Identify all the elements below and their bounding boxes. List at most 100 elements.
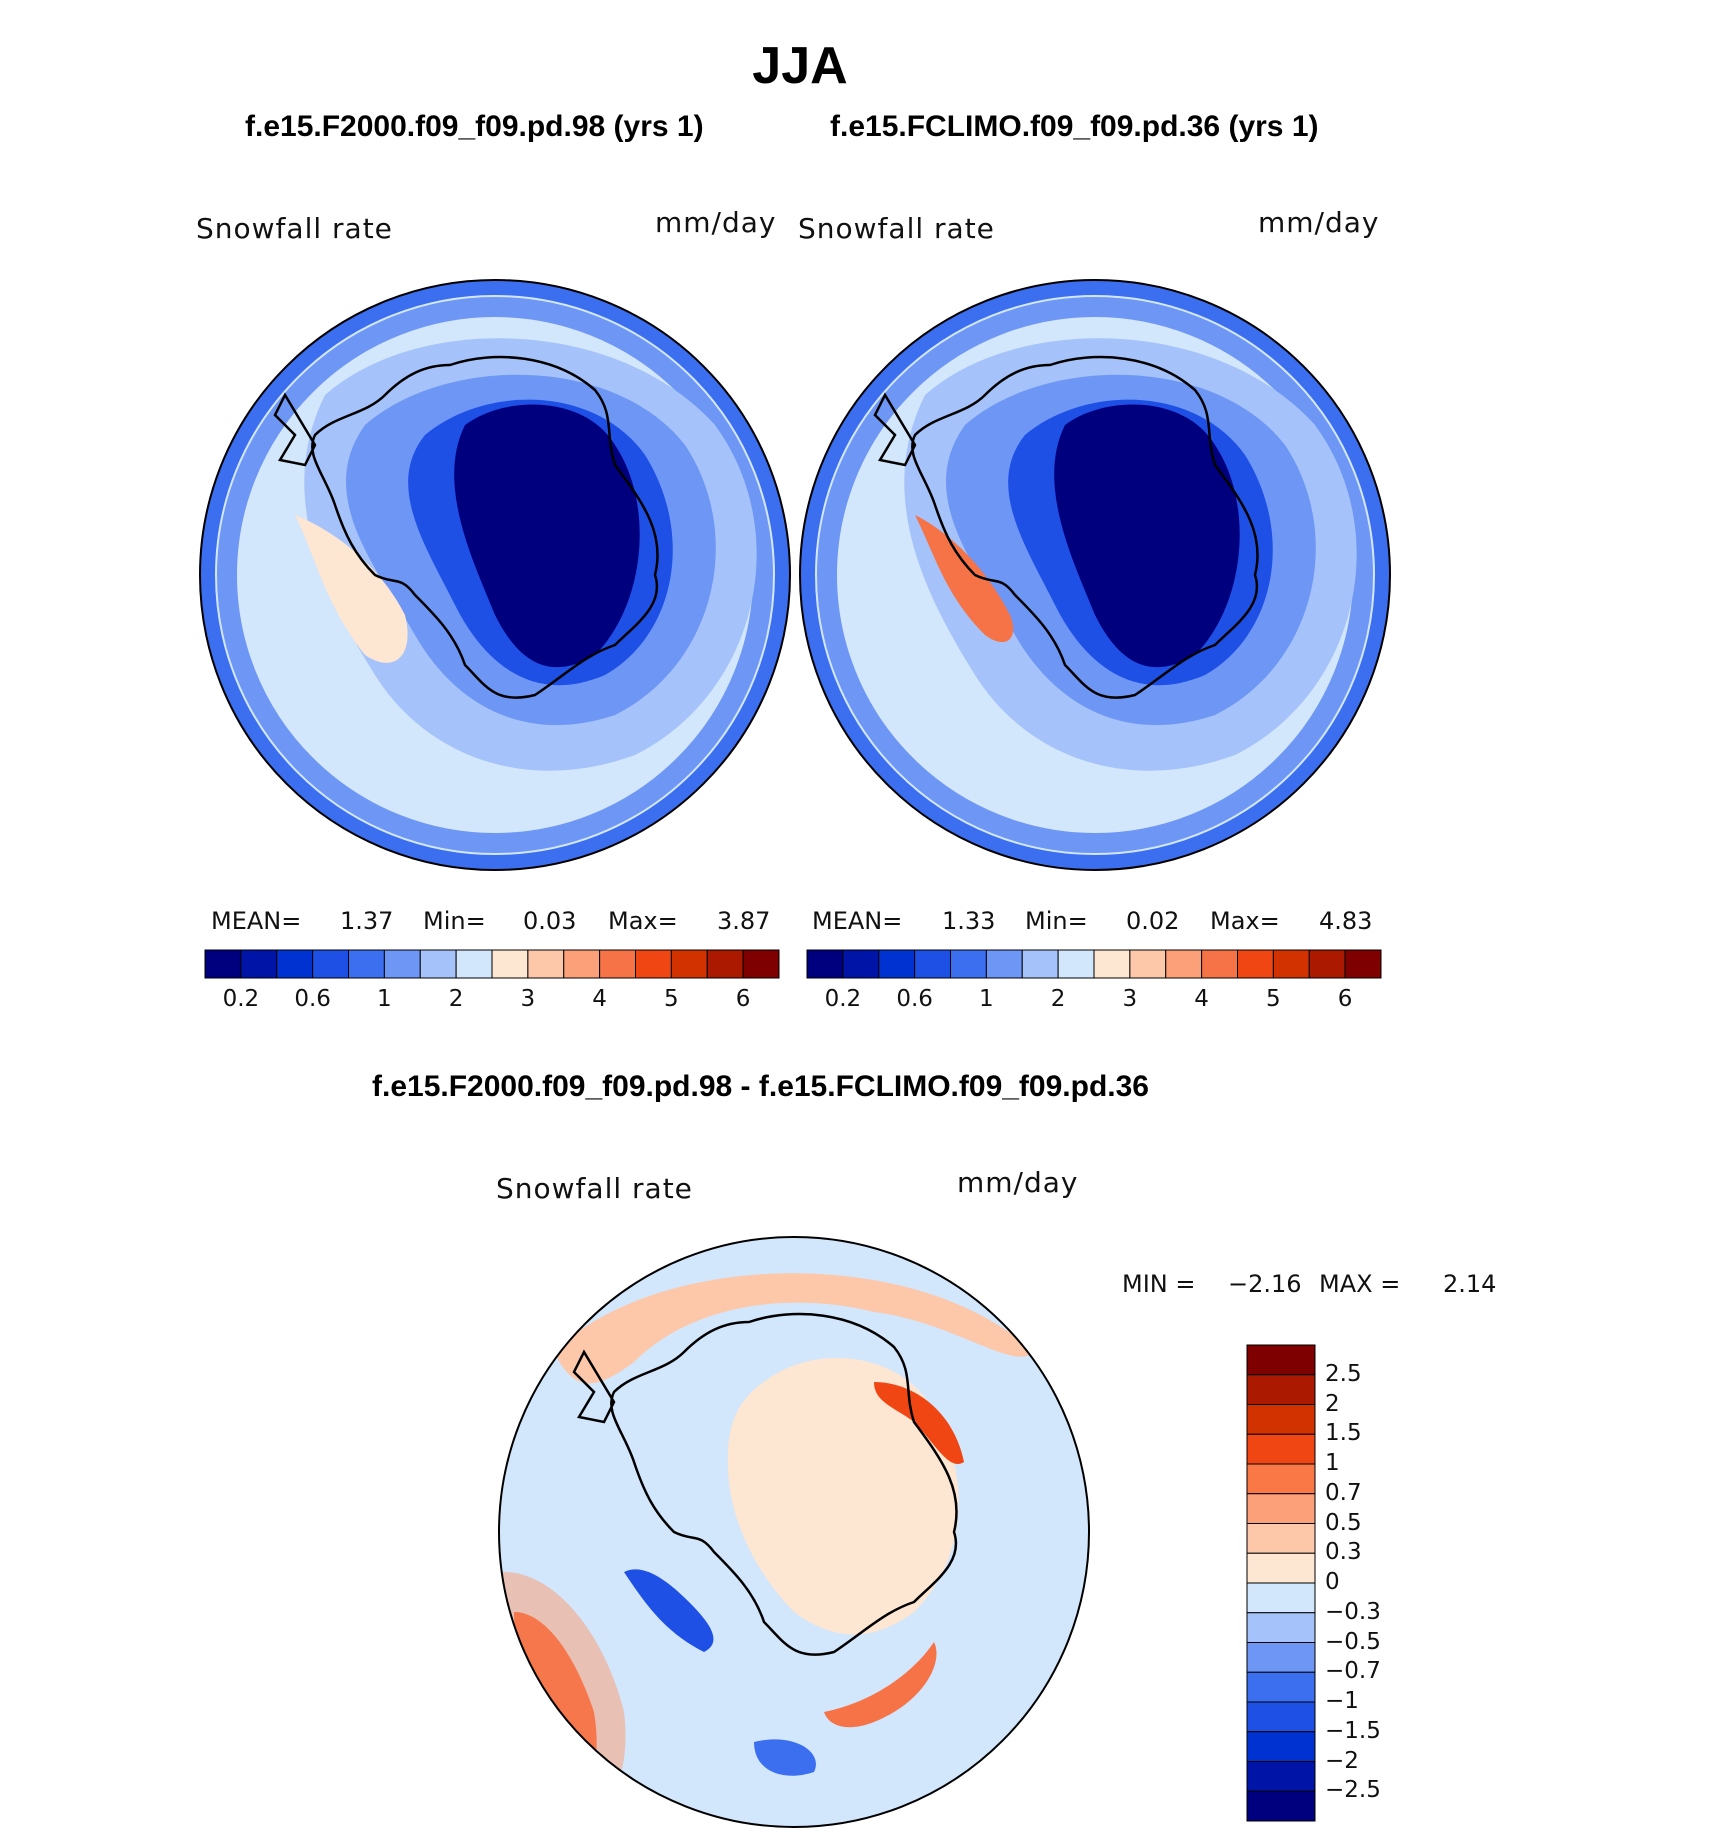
colorbar-tick-label: −1.5 <box>1325 1717 1381 1744</box>
colorbar-tick-label: 3 <box>520 986 536 1012</box>
diff-min-value: −2.16 <box>1228 1270 1302 1298</box>
colorbar-box <box>635 949 672 979</box>
colorbar-tick-label: 0.5 <box>1325 1509 1362 1536</box>
panel2-polar-map <box>799 279 1391 871</box>
diff-polar-map <box>498 1236 1090 1828</box>
panel1-min-label: Min= <box>423 907 486 935</box>
colorbar-tick-label: 0.2 <box>222 986 260 1012</box>
colorbar-tick-label: 5 <box>1266 986 1281 1012</box>
map-border <box>199 279 791 871</box>
colorbar-box <box>1237 949 1274 979</box>
colorbar-tick-label: 6 <box>1337 986 1353 1012</box>
colorbar-tick-label: 0 <box>1325 1569 1340 1595</box>
diff-max-label: MAX = <box>1319 1270 1401 1298</box>
colorbar-box <box>670 949 708 979</box>
map-warm-ring-north <box>554 1273 1034 1384</box>
map-outer-band-2 <box>817 297 1373 853</box>
colorbar-tick-label: 2 <box>1050 986 1066 1012</box>
colorbar-tick-label: −0.7 <box>1325 1658 1381 1685</box>
colorbar-box <box>1246 1404 1316 1435</box>
colorbar-box <box>950 949 987 979</box>
panel1-units-label: mm/day <box>655 206 777 239</box>
colorbar-box <box>1344 949 1382 979</box>
colorbar-box <box>1308 949 1346 979</box>
panel2-units-label: mm/day <box>1258 206 1380 239</box>
panel2-case-title: f.e15.FCLIMO.f09_f09.pd.36 (yrs 1) <box>830 110 1319 143</box>
colorbar-box <box>527 949 565 979</box>
colorbar-box <box>1165 949 1203 979</box>
colorbar-box <box>1246 1374 1316 1405</box>
map-outer-band-2 <box>217 297 773 853</box>
colorbar-box <box>842 949 880 979</box>
map-continent-fill <box>727 1358 959 1635</box>
panel2-max-label: Max= <box>1210 907 1280 935</box>
colorbar-box <box>1246 1523 1316 1554</box>
map-continent-core <box>1054 404 1240 668</box>
colorbar-box <box>1246 1790 1316 1822</box>
colorbar-tick-label: 2 <box>1325 1390 1340 1417</box>
colorbar-box <box>1129 949 1167 979</box>
colorbar-tick-label: −0.3 <box>1325 1598 1381 1625</box>
colorbar-box <box>1246 1582 1316 1614</box>
colorbar-box <box>1246 1761 1316 1792</box>
antarctica-coastline <box>572 1312 958 1656</box>
panel1-max-label: Max= <box>608 907 678 935</box>
colorbar-box <box>742 949 780 979</box>
colorbar-tick-label: 4 <box>592 986 607 1012</box>
colorbar-box <box>985 949 1023 979</box>
diff-max-value: 2.14 <box>1443 1270 1497 1298</box>
colorbar-tick-label: 0.2 <box>824 986 862 1012</box>
colorbar-tick-label: 0.3 <box>1325 1539 1362 1566</box>
colorbar-tick-label: 6 <box>735 986 751 1012</box>
colorbar-tick-label: −2 <box>1325 1747 1359 1774</box>
panel2-min-label: Min= <box>1025 907 1088 935</box>
colorbar-box <box>1246 1344 1316 1376</box>
map-cool-neg-peninsula <box>624 1569 714 1652</box>
colorbar-tick-label: 0.7 <box>1325 1479 1362 1506</box>
map-peninsula-shadow <box>295 515 408 663</box>
colorbar-box <box>1057 949 1095 979</box>
colorbar-tick-label: 0.6 <box>294 986 331 1012</box>
colorbar-box <box>1021 949 1059 979</box>
panel2-min-value: 0.02 <box>1126 907 1180 935</box>
diff-colorbar <box>1246 1344 1316 1822</box>
colorbar-box <box>1246 1433 1316 1465</box>
panel1-polar-map <box>199 279 791 871</box>
panel1-min-value: 0.03 <box>523 907 577 935</box>
colorbar-box <box>1246 1552 1316 1584</box>
colorbar-tick-label: 5 <box>664 986 679 1012</box>
map-cool-neg-south <box>754 1739 816 1776</box>
colorbar-box <box>563 949 601 979</box>
panel2-mean-label: MEAN= <box>812 907 903 935</box>
antarctica-coastline <box>873 355 1259 699</box>
map-continent-core <box>454 404 640 668</box>
colorbar-box <box>1246 1642 1316 1673</box>
colorbar-box <box>878 949 916 979</box>
colorbar-box <box>419 949 457 979</box>
panel2-max-value: 4.83 <box>1319 907 1373 935</box>
colorbar-box <box>240 949 278 979</box>
colorbar-tick-label: −2.5 <box>1325 1777 1381 1804</box>
colorbar-tick-label: 2.5 <box>1325 1360 1362 1387</box>
colorbar-box <box>806 949 844 979</box>
colorbar-box <box>1246 1463 1316 1495</box>
colorbar-tick-label: 4 <box>1194 986 1209 1012</box>
diff-min-label: MIN = <box>1122 1270 1196 1298</box>
main-title: JJA <box>752 37 848 95</box>
map-border <box>799 279 1391 871</box>
colorbar-box <box>383 949 421 979</box>
panel1-colorbar <box>204 949 780 979</box>
colorbar-box <box>1272 949 1310 979</box>
panel1-case-title: f.e15.F2000.f09_f09.pd.98 (yrs 1) <box>245 110 704 143</box>
panel2-variable-label: Snowfall rate <box>798 212 995 245</box>
colorbar-box <box>914 949 951 979</box>
colorbar-tick-label: 1.5 <box>1325 1420 1362 1447</box>
map-warm-pos-south <box>824 1642 937 1728</box>
panel1-max-value: 3.87 <box>717 907 771 935</box>
colorbar-tick-label: 1 <box>979 986 994 1012</box>
colorbar-tick-label: 3 <box>1122 986 1138 1012</box>
colorbar-box <box>1246 1701 1316 1733</box>
colorbar-box <box>312 949 349 979</box>
colorbar-box <box>276 949 314 979</box>
colorbar-tick-label: 1 <box>1325 1450 1340 1476</box>
